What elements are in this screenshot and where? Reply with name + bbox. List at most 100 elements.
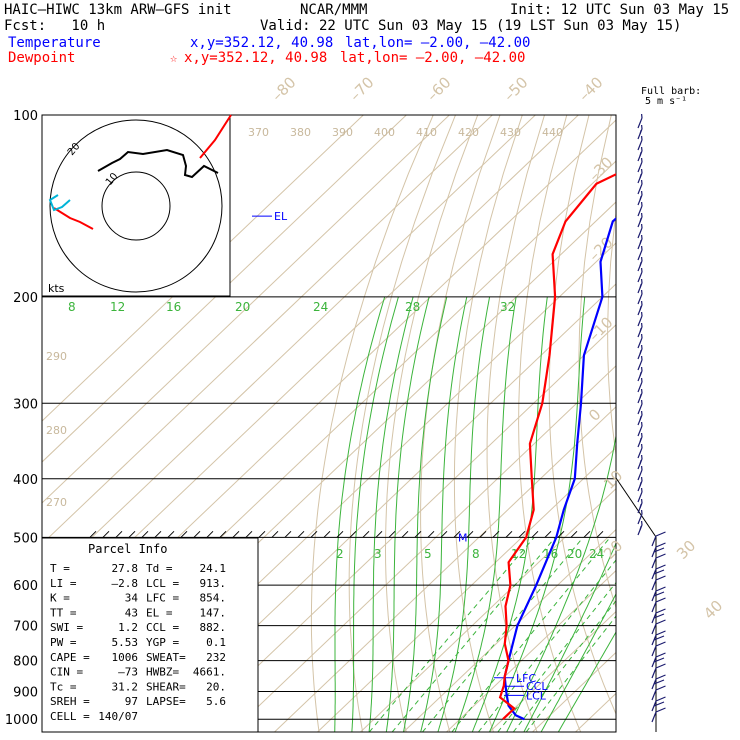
wind-barb-flag bbox=[653, 547, 665, 553]
isotherm-line bbox=[403, 528, 616, 732]
hatch-mark bbox=[141, 530, 149, 538]
dry-adiabat-line bbox=[453, 115, 523, 732]
temperature-profile bbox=[503, 217, 616, 721]
level-marker-label: M bbox=[458, 531, 468, 544]
parcel-info-cell: T = bbox=[50, 562, 70, 575]
moist-adiabat-line bbox=[403, 296, 448, 732]
level-marker-label: EL bbox=[274, 210, 288, 223]
isotherm-line bbox=[231, 365, 616, 732]
hatch-mark bbox=[102, 530, 110, 538]
wind-barb-flag bbox=[655, 575, 666, 581]
hatch-mark bbox=[414, 530, 422, 538]
model-title: HAIC–HIWC 13km ARW–GFS init bbox=[4, 2, 232, 18]
pressure-tick-label: 1000 bbox=[5, 713, 38, 728]
parcel-info-cell: 140/07 bbox=[98, 710, 138, 723]
moist-adiabat-line bbox=[351, 296, 399, 732]
parcel-info-cell: CAPE = bbox=[50, 651, 90, 664]
parcel-info-cell: LCL = bbox=[146, 577, 179, 590]
theta-e-label: 400 bbox=[374, 126, 395, 139]
hatch-mark bbox=[89, 530, 97, 538]
wind-barb-flag bbox=[639, 393, 642, 399]
wind-barb-flag bbox=[653, 635, 665, 641]
parcel-info-cell: 34 bbox=[125, 592, 139, 605]
temperature-legend-label: Temperature bbox=[8, 35, 101, 51]
parcel-info-cell: 1.2 bbox=[118, 621, 138, 634]
barb-legend-line2: 5 m s⁻¹ bbox=[645, 96, 688, 107]
wind-barb-flag bbox=[655, 663, 666, 669]
parcel-info-cell: 24.1 bbox=[200, 562, 227, 575]
parcel-info-cell: SWI = bbox=[50, 621, 83, 634]
hatch-mark bbox=[440, 530, 448, 538]
pressure-tick-label: 700 bbox=[13, 620, 38, 635]
hatch-mark bbox=[596, 530, 604, 538]
parcel-info-cell: K = bbox=[50, 592, 70, 605]
hatch-mark bbox=[570, 530, 578, 538]
forecast-hour: Fcst: 10 h bbox=[4, 18, 106, 34]
hodograph-trace bbox=[97, 148, 219, 179]
hatch-mark bbox=[297, 530, 305, 538]
wind-barb-flag bbox=[655, 586, 666, 592]
mixing-ratio-label: 20 bbox=[567, 547, 582, 561]
hatch-mark bbox=[115, 530, 123, 538]
parcel-info-cell: HWBZ= bbox=[146, 666, 179, 679]
level-marker-label: LCL bbox=[526, 689, 547, 702]
dry-adiabat-line bbox=[310, 115, 434, 732]
init-time: Init: 12 UTC Sun 03 May 15 bbox=[510, 2, 730, 18]
parcel-info-cell: LI = bbox=[50, 577, 77, 590]
valid-time: Valid: 22 UTC Sun 03 May 15 (19 LST Sun … bbox=[260, 18, 682, 34]
parcel-info-cell: EL = bbox=[146, 606, 173, 619]
hatch-mark bbox=[401, 530, 409, 538]
hatch-mark bbox=[323, 530, 331, 538]
mixing-ratio-label: 12 bbox=[511, 547, 526, 561]
isotherm-line bbox=[42, 115, 407, 463]
theta-e-label: 440 bbox=[542, 126, 563, 139]
mixing-ratio-label: 3 bbox=[374, 547, 382, 561]
mixing-ratio-line bbox=[451, 536, 611, 732]
hatch-mark bbox=[336, 530, 344, 538]
parcel-info-cell: 882. bbox=[200, 621, 227, 634]
wind-barb-flag bbox=[653, 613, 665, 619]
wind-barb-staff bbox=[651, 667, 657, 679]
mixing-ratio-line bbox=[497, 581, 616, 732]
parcel-info-cell: SHEAR= bbox=[146, 680, 186, 693]
hodograph-trace-low bbox=[53, 207, 94, 230]
mixing-ratio-label: 20 bbox=[235, 300, 250, 314]
parcel-info-cell: LFC = bbox=[146, 592, 179, 605]
hatch-mark bbox=[284, 530, 292, 538]
isotherm-line bbox=[42, 115, 493, 545]
wind-barb-flag bbox=[655, 619, 666, 625]
wind-barb-staff bbox=[651, 645, 657, 657]
hatch-mark bbox=[583, 530, 591, 538]
parcel-info-cell: 147. bbox=[200, 606, 227, 619]
isotherm-line bbox=[274, 406, 616, 732]
wind-barb-flag bbox=[639, 129, 642, 135]
mixing-ratio-label: 2 bbox=[336, 547, 344, 561]
wind-barb-staff bbox=[637, 381, 643, 393]
wind-barb-flag bbox=[655, 630, 666, 636]
wind-barb-staff bbox=[651, 535, 657, 547]
wind-barb-flag bbox=[655, 652, 666, 658]
moist-adiabat-line bbox=[454, 296, 517, 732]
isotherm-line bbox=[42, 115, 450, 504]
wind-barb-flag bbox=[653, 679, 665, 685]
mixing-ratio-line bbox=[512, 600, 616, 732]
hatch-mark bbox=[128, 530, 136, 538]
isotherm-line bbox=[42, 115, 364, 422]
hatch-mark bbox=[245, 530, 253, 538]
parcel-info-cell: SREH = bbox=[50, 695, 90, 708]
wind-barb-staff bbox=[637, 293, 643, 305]
dry-adiabat-line bbox=[486, 115, 545, 732]
isotherm-line bbox=[42, 115, 579, 627]
mixing-ratio-label: 24 bbox=[589, 547, 604, 561]
star-icon: ☆ bbox=[170, 51, 178, 65]
hatch-mark bbox=[505, 530, 513, 538]
temperature-xy: x,y=352.12, 40.98 bbox=[190, 35, 334, 51]
wind-barb-flag bbox=[655, 696, 666, 702]
parcel-info-cell: PW = bbox=[50, 636, 77, 649]
hatch-mark bbox=[232, 530, 240, 538]
dry-adiabat-line bbox=[384, 115, 479, 732]
wind-barb-staff bbox=[651, 623, 657, 635]
wind-barb-flag bbox=[639, 195, 642, 201]
mixing-ratio-line bbox=[391, 536, 556, 732]
wind-barb-flag bbox=[653, 591, 665, 597]
